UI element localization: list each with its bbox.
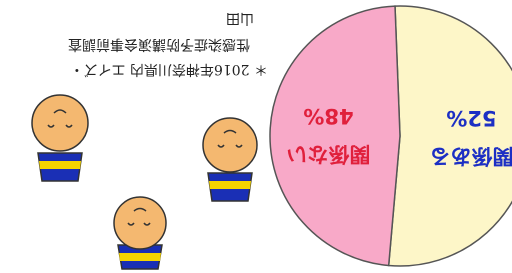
head xyxy=(114,197,166,249)
character xyxy=(114,197,166,269)
head xyxy=(32,95,88,151)
note: ＊ 2016年神奈川県内 エイズ・ xyxy=(70,61,268,77)
pie-slice xyxy=(270,6,400,265)
chart: 関係ある52%関係ない48% ＊ 2016年神奈川県内 エイズ・性感染症 xyxy=(0,0,512,273)
hat-stripe xyxy=(209,181,251,189)
pie-slice xyxy=(389,6,512,266)
head xyxy=(203,118,257,172)
slice-label: 関係ない xyxy=(287,142,371,166)
character xyxy=(203,118,257,201)
note: 山田 xyxy=(226,10,254,26)
hat-stripe xyxy=(119,253,161,261)
notes: ＊ 2016年神奈川県内 エイズ・性感染症予防講演会事前調査 山田 xyxy=(68,10,268,77)
hat-stripe xyxy=(39,161,81,169)
character xyxy=(32,95,88,181)
pie: 関係ある 52% 関係ない 48% xyxy=(270,6,512,266)
value-label: 48% xyxy=(303,104,353,128)
value-label: 52% xyxy=(446,106,496,130)
slice-label: 関係ある xyxy=(429,144,512,168)
note: 性感染症予防講演会事前調査 xyxy=(68,36,250,53)
illustrations xyxy=(32,95,257,269)
